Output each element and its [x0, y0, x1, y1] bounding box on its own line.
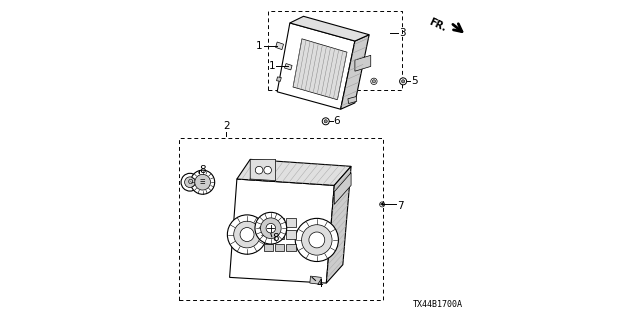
Circle shape — [401, 80, 404, 83]
Bar — [286, 230, 296, 239]
Polygon shape — [355, 55, 371, 71]
Bar — [264, 218, 273, 227]
Polygon shape — [277, 23, 355, 109]
Circle shape — [240, 228, 254, 242]
Text: 5: 5 — [411, 76, 418, 86]
Text: 4: 4 — [316, 279, 323, 289]
Circle shape — [191, 170, 214, 194]
Text: 1: 1 — [256, 41, 263, 52]
Polygon shape — [290, 16, 369, 41]
Bar — [264, 244, 273, 251]
Polygon shape — [284, 64, 292, 70]
Bar — [264, 230, 273, 239]
Circle shape — [181, 173, 199, 191]
Polygon shape — [230, 179, 334, 283]
Circle shape — [380, 202, 385, 207]
Polygon shape — [276, 42, 284, 50]
Polygon shape — [310, 276, 321, 284]
Polygon shape — [348, 97, 356, 104]
Text: 6: 6 — [333, 116, 340, 126]
Bar — [286, 218, 296, 227]
Polygon shape — [276, 77, 282, 81]
Circle shape — [227, 215, 267, 254]
Polygon shape — [326, 166, 351, 283]
Circle shape — [255, 212, 287, 244]
Text: FR.: FR. — [427, 17, 447, 34]
Circle shape — [266, 223, 276, 233]
Text: 8: 8 — [199, 164, 205, 174]
Polygon shape — [293, 39, 347, 100]
Text: 3: 3 — [399, 28, 405, 38]
Circle shape — [322, 118, 329, 125]
Text: 1: 1 — [268, 61, 275, 71]
Text: 8: 8 — [272, 233, 278, 243]
Text: TX44B1700A: TX44B1700A — [412, 300, 462, 309]
Circle shape — [195, 174, 211, 190]
Bar — [275, 244, 284, 251]
Polygon shape — [340, 35, 369, 109]
Circle shape — [264, 166, 271, 174]
Circle shape — [184, 177, 195, 188]
Bar — [275, 218, 284, 227]
Circle shape — [371, 78, 377, 84]
Circle shape — [399, 78, 406, 85]
Circle shape — [255, 166, 263, 174]
Bar — [275, 230, 284, 239]
Circle shape — [372, 80, 376, 83]
Circle shape — [260, 218, 281, 238]
Bar — [286, 244, 296, 251]
Circle shape — [324, 120, 327, 123]
Text: ☰: ☰ — [200, 180, 205, 185]
Circle shape — [301, 225, 332, 255]
Polygon shape — [380, 202, 383, 206]
Circle shape — [309, 232, 324, 248]
Text: ʘ: ʘ — [188, 179, 193, 185]
Circle shape — [295, 218, 339, 261]
Polygon shape — [237, 159, 351, 185]
Text: 2: 2 — [223, 122, 230, 132]
Polygon shape — [250, 159, 276, 180]
Circle shape — [234, 221, 260, 248]
Polygon shape — [334, 173, 351, 204]
Text: 7: 7 — [397, 201, 403, 211]
